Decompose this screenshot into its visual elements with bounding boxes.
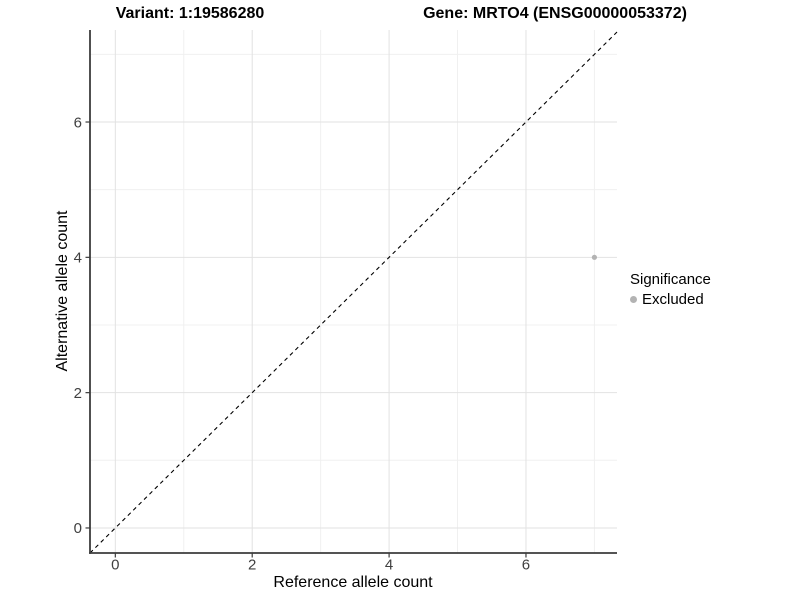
plot-title-variant: Variant: 1:19586280 [115,5,265,22]
y-tick-label: 6 [74,114,82,131]
x-tick-label: 0 [111,556,119,573]
x-axis-title: Reference allele count [273,574,433,591]
identity-line [89,31,618,554]
x-tick-label: 4 [385,556,393,573]
y-tick-label: 4 [74,250,82,267]
y-axis-title: Alternative allele count [54,210,71,372]
plot-title-gene: Gene: MRTO4 (ENSG00000053372) [423,5,687,22]
data-point [591,254,598,260]
legend-title: Significance [630,271,711,288]
legend: Significance Excluded [630,271,711,308]
legend-point-icon [630,296,637,303]
legend-item-excluded: Excluded [630,291,711,308]
y-tick-label: 2 [74,385,82,402]
x-tick-label: 2 [248,556,256,573]
y-tick-label: 0 [74,520,82,537]
legend-item-label: Excluded [642,291,704,308]
x-tick-label: 6 [522,556,530,573]
